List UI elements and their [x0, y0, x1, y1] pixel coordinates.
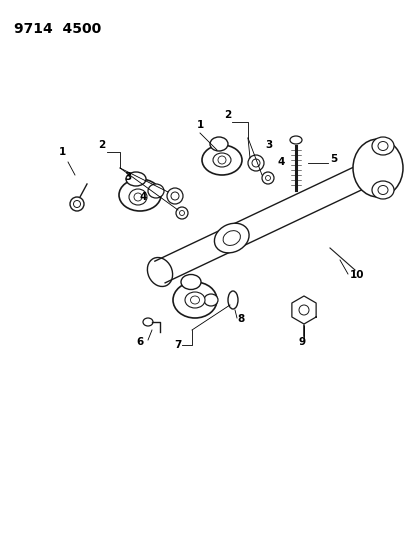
Ellipse shape — [202, 145, 242, 175]
Ellipse shape — [266, 175, 270, 181]
Ellipse shape — [176, 207, 188, 219]
Ellipse shape — [70, 197, 84, 211]
Ellipse shape — [252, 159, 260, 167]
Ellipse shape — [228, 291, 238, 309]
Ellipse shape — [129, 189, 147, 205]
Text: 8: 8 — [237, 314, 244, 324]
Text: 4: 4 — [278, 157, 285, 167]
Ellipse shape — [210, 137, 228, 151]
Ellipse shape — [372, 137, 394, 155]
Ellipse shape — [185, 292, 205, 308]
Ellipse shape — [215, 223, 249, 253]
Ellipse shape — [173, 282, 217, 318]
Text: 9714  4500: 9714 4500 — [14, 22, 101, 36]
Ellipse shape — [171, 192, 179, 200]
Ellipse shape — [191, 296, 199, 304]
Text: 5: 5 — [330, 154, 337, 164]
Text: 4: 4 — [139, 192, 147, 202]
Ellipse shape — [74, 200, 81, 207]
Text: 9: 9 — [298, 337, 305, 347]
Text: 7: 7 — [174, 340, 182, 350]
Ellipse shape — [378, 185, 388, 195]
Ellipse shape — [353, 139, 403, 197]
Ellipse shape — [299, 305, 309, 315]
Ellipse shape — [181, 274, 201, 289]
Ellipse shape — [119, 179, 161, 211]
Ellipse shape — [143, 318, 153, 326]
Text: 10: 10 — [350, 270, 365, 280]
Text: 1: 1 — [58, 147, 66, 157]
Text: 2: 2 — [224, 110, 232, 120]
Ellipse shape — [248, 155, 264, 171]
Ellipse shape — [218, 156, 226, 164]
Text: 3: 3 — [265, 140, 272, 150]
Ellipse shape — [126, 172, 146, 186]
Ellipse shape — [262, 172, 274, 184]
Ellipse shape — [378, 141, 388, 150]
Text: 3: 3 — [125, 172, 132, 182]
Ellipse shape — [148, 184, 164, 198]
Ellipse shape — [167, 188, 183, 204]
Polygon shape — [292, 296, 316, 324]
Text: 2: 2 — [98, 140, 106, 150]
Ellipse shape — [213, 153, 231, 167]
Ellipse shape — [204, 294, 218, 306]
Ellipse shape — [134, 193, 142, 201]
Ellipse shape — [290, 136, 302, 144]
Text: 1: 1 — [196, 120, 203, 130]
Ellipse shape — [180, 211, 185, 215]
Text: 6: 6 — [136, 337, 143, 347]
Ellipse shape — [372, 181, 394, 199]
